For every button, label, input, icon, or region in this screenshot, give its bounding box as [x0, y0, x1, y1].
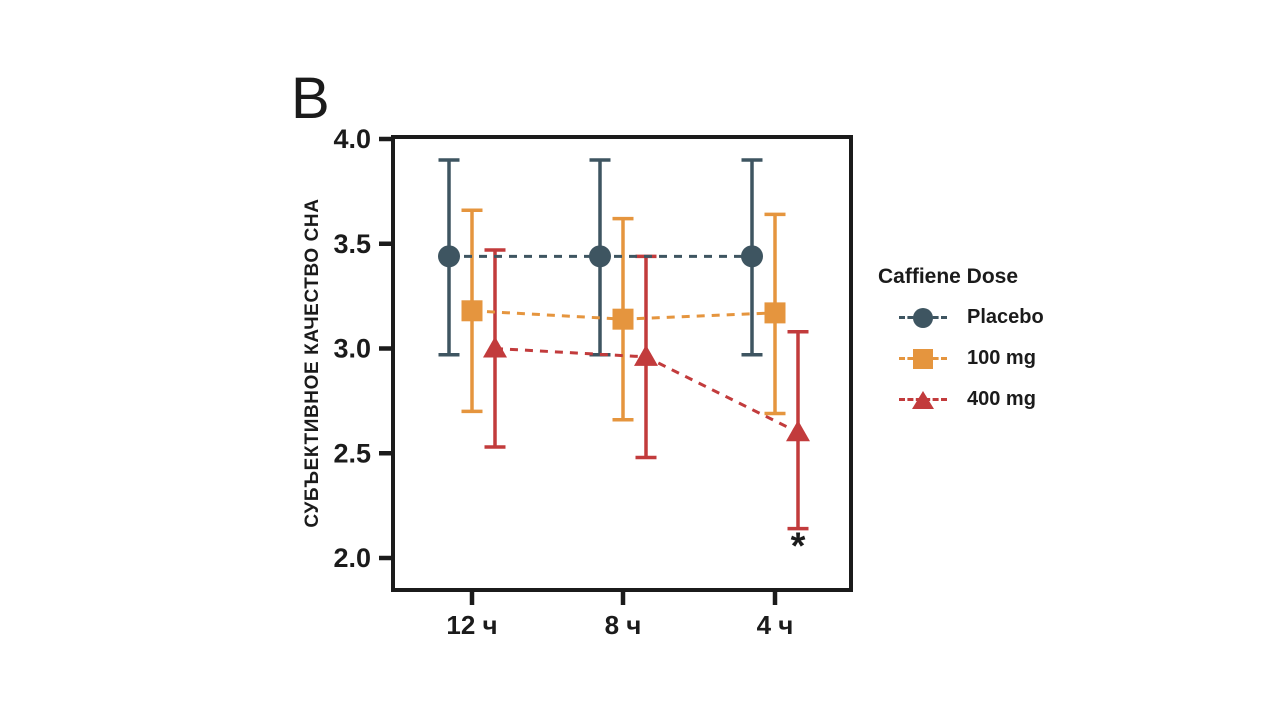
square-icon [913, 348, 933, 369]
legend-item-placebo: Placebo [878, 297, 1044, 338]
legend-item-100mg: 100 mg [878, 338, 1044, 379]
legend-rows: Placebo 100 mg 400 mg [878, 297, 1044, 420]
y-axis-label: СУБЪЕКТИВНОЕ КАЧЕСТВО СНА [302, 198, 323, 527]
y-tick-label: 2.0 [333, 543, 371, 573]
legend-item-label: Placebo [967, 306, 1044, 328]
data-point-placebo-0 [438, 245, 460, 268]
y-tick-label: 4.0 [333, 124, 371, 154]
data-point-100-mg-1 [612, 308, 634, 330]
placebo-circle-marker-icon [899, 306, 947, 330]
legend: Caffiene Dose Placebo 100 mg 400 mg [878, 266, 1044, 420]
circle-icon [913, 307, 933, 328]
data-point-400-mg-0 [483, 336, 507, 358]
annotation-asterisk: * [791, 525, 806, 567]
data-point-100-mg-2 [764, 302, 786, 324]
dose-100mg-square-marker-icon [899, 347, 947, 371]
legend-item-label: 100 mg [967, 347, 1036, 369]
legend-item-400mg: 400 mg [878, 379, 1044, 420]
data-point-placebo-2 [741, 245, 763, 268]
data-point-placebo-1 [589, 245, 611, 268]
x-tick-label: 8 ч [605, 610, 642, 640]
data-point-400-mg-2 [786, 420, 810, 442]
x-tick-label: 12 ч [446, 610, 497, 640]
y-tick-label: 3.5 [333, 229, 371, 259]
y-tick-label: 2.5 [333, 438, 371, 468]
panel-label: B [291, 66, 330, 131]
x-tick-label: 4 ч [757, 610, 794, 640]
data-point-400-mg-1 [634, 344, 658, 366]
y-tick-label: 3.0 [333, 334, 371, 364]
legend-title: Caffiene Dose [878, 265, 1019, 288]
dose-400mg-triangle-marker-icon [899, 388, 947, 412]
data-point-100-mg-0 [461, 300, 483, 322]
legend-item-label: 400 mg [967, 388, 1036, 410]
triangle-icon [912, 390, 934, 409]
